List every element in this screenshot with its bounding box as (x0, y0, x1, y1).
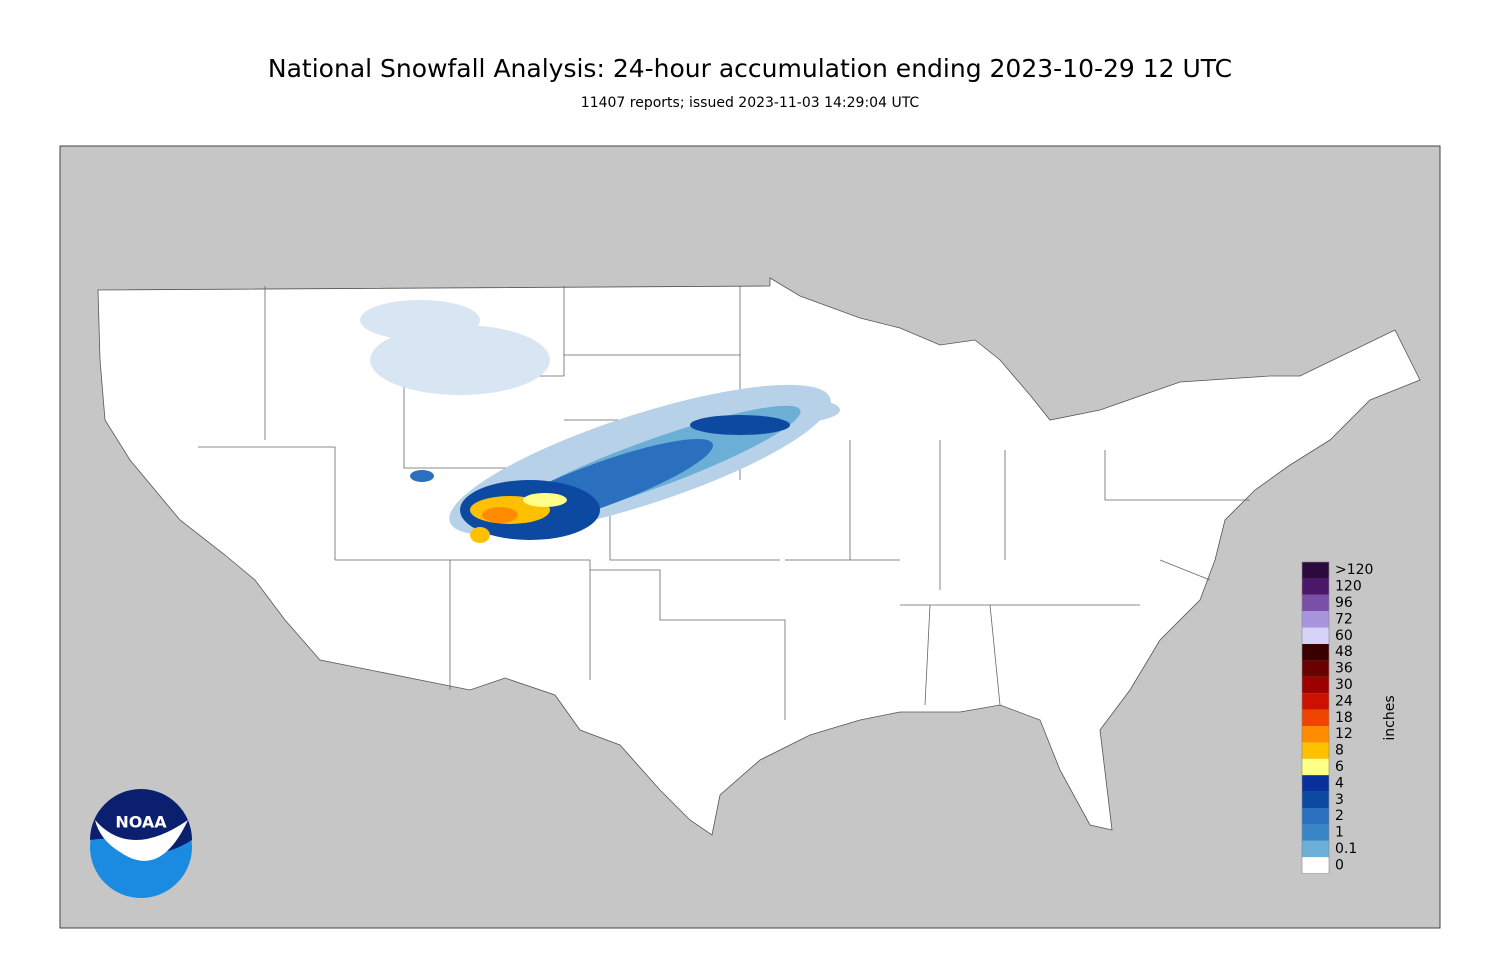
legend-label: 72 (1335, 611, 1353, 627)
legend-swatch (1302, 709, 1329, 726)
logo-text: NOAA (115, 813, 167, 832)
title: National Snowfall Analysis: 24-hour accu… (268, 54, 1232, 83)
legend-swatch (1302, 644, 1329, 661)
legend-frame (1301, 561, 1330, 874)
legend-swatch (1302, 726, 1329, 743)
legend-swatch (1302, 840, 1329, 858)
snowfall (360, 300, 840, 543)
legend-swatch (1302, 627, 1329, 644)
legend-swatch (1302, 660, 1329, 677)
legend-swatch (1302, 775, 1329, 792)
map (59, 145, 1441, 929)
legend-label: 18 (1335, 710, 1353, 726)
legend-swatch (1302, 758, 1329, 776)
legend-swatch (1302, 857, 1329, 874)
legend-swatch (1302, 594, 1329, 612)
legend-swatch (1302, 791, 1329, 808)
legend-label: 96 (1335, 595, 1353, 611)
legend-label: 12 (1335, 726, 1353, 742)
legend-swatch (1302, 611, 1329, 628)
legend-label: 30 (1335, 677, 1353, 693)
legend-label: 120 (1335, 579, 1362, 595)
subtitle: 11407 reports; issued 2023-11-03 14:29:0… (581, 95, 920, 111)
legend-label: 2 (1335, 808, 1344, 824)
legend-label: 1 (1335, 825, 1344, 841)
legend-swatch (1302, 693, 1329, 710)
legend-swatch (1302, 562, 1329, 579)
legend-label: 0.1 (1335, 841, 1357, 857)
legend-label: 6 (1335, 759, 1344, 775)
legend-label: 24 (1335, 693, 1353, 709)
legend-swatch (1302, 742, 1329, 759)
legend-label: 48 (1335, 644, 1353, 660)
legend-label: 3 (1335, 792, 1344, 808)
legend-swatch (1302, 808, 1329, 825)
conus (97, 277, 1421, 836)
legend-swatch (1302, 578, 1329, 595)
noaa-logo: NOAA (90, 789, 192, 898)
legend-swatch (1302, 676, 1329, 694)
legend-label: 36 (1335, 661, 1353, 677)
legend-unit: inches (1382, 695, 1398, 740)
legend-label: 0 (1335, 857, 1344, 873)
legend-label: 60 (1335, 628, 1353, 644)
legend-swatch (1302, 824, 1329, 841)
legend-label: 8 (1335, 743, 1344, 759)
legend-label: >120 (1335, 562, 1373, 578)
legend-label: 4 (1335, 775, 1344, 791)
